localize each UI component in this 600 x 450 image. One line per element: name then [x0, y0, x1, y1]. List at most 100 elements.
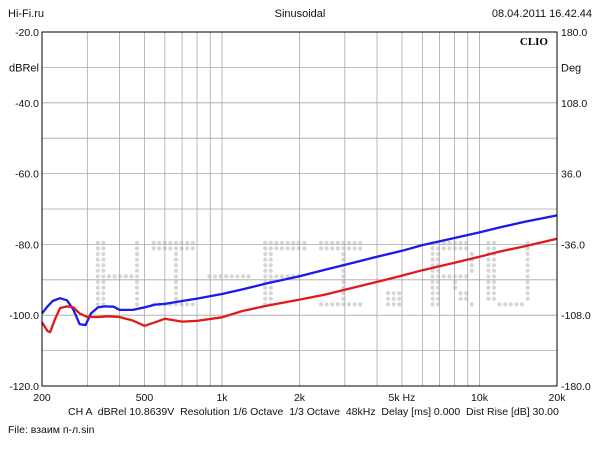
watermark-dot [430, 291, 435, 296]
watermark-dot [491, 279, 497, 285]
watermark-dot [268, 246, 273, 251]
watermark-dot [330, 302, 335, 307]
watermark-dot [508, 302, 513, 307]
watermark-dot [173, 257, 179, 262]
watermark-dot [447, 274, 452, 279]
watermark-dot [101, 263, 106, 268]
y2-tick-label: 108.0 [561, 98, 587, 110]
watermark-dot [95, 296, 100, 301]
watermark-dot [486, 263, 491, 268]
watermark-dot [430, 268, 435, 273]
watermark-dot [491, 268, 497, 273]
watermark-dot [346, 246, 352, 251]
watermark-dot [173, 268, 179, 273]
watermark-dot [452, 246, 458, 251]
watermark-dot [268, 291, 273, 296]
watermark-dot [168, 246, 173, 251]
watermark-dot [173, 296, 179, 301]
watermark-dot [285, 240, 290, 245]
watermark-dot [129, 274, 134, 279]
watermark-dot [430, 274, 435, 279]
watermark-dot [464, 246, 469, 251]
watermark-dot [95, 240, 100, 245]
watermark-dot [525, 263, 530, 268]
watermark-dot [279, 240, 285, 245]
watermark-dot [486, 291, 491, 296]
x-tick-label: 1k [216, 392, 228, 404]
series-line-1 [41, 214, 558, 327]
watermark-dot [112, 274, 117, 279]
watermark-dot [173, 240, 179, 245]
watermark-dot [525, 268, 530, 273]
watermark-dot [514, 302, 519, 307]
watermark-dot [229, 274, 234, 279]
watermark-dot [101, 285, 106, 290]
y2-tick-label: 180.0 [561, 27, 587, 39]
watermark-dot [134, 268, 140, 273]
watermark-dot [525, 251, 530, 257]
watermark-dot [134, 279, 140, 285]
watermark-dot [274, 274, 279, 279]
watermark-dot [268, 274, 273, 279]
watermark-dot [134, 240, 140, 245]
watermark-dot [268, 268, 273, 273]
watermark-dot [134, 274, 140, 279]
watermark-dot [469, 251, 474, 257]
x-tick-label: 5k Hz [389, 392, 416, 404]
watermark-dot [452, 274, 458, 279]
watermark-dot [491, 285, 497, 290]
watermark-dot [452, 285, 458, 290]
watermark-dot [268, 257, 273, 262]
watermark-dot [486, 246, 491, 251]
watermark-dot [268, 263, 273, 268]
watermark-dot [151, 240, 156, 245]
watermark-dot [491, 246, 497, 251]
watermark-dot [430, 285, 435, 290]
watermark-dot [464, 291, 469, 296]
y-tick-label: -60.0 [15, 169, 39, 181]
watermark-dot [185, 240, 190, 245]
watermark-dot [268, 251, 273, 257]
watermark-dot [391, 291, 396, 296]
watermark-dot [447, 240, 452, 245]
watermark-dot [173, 285, 179, 290]
watermark-dot [246, 274, 251, 279]
watermark-dot [491, 257, 497, 262]
watermark-dot [491, 291, 497, 296]
watermark-dot [207, 274, 212, 279]
watermark-dot [179, 246, 184, 251]
file-name: File: взаим п-л.sin [8, 424, 95, 436]
watermark-dot [190, 302, 195, 307]
watermark-dot [263, 257, 268, 262]
watermark-dot [324, 240, 329, 245]
watermark-dot [134, 246, 140, 251]
watermark-dot [318, 240, 324, 245]
mode-label: Sinusoidal [274, 8, 326, 20]
watermark-dot [525, 240, 530, 245]
watermark-dot [525, 274, 530, 279]
watermark-dot [430, 246, 435, 251]
watermark-dot [101, 279, 106, 285]
watermark-dot [173, 279, 179, 285]
watermark-dot [458, 246, 463, 251]
watermark-dot [95, 279, 100, 285]
watermark-dot [263, 296, 268, 301]
watermark-dot [101, 274, 106, 279]
watermark-dot [491, 274, 497, 279]
watermark-dot [330, 246, 335, 251]
watermark-dot [185, 246, 190, 251]
watermark-dot [173, 291, 179, 296]
y-tick-label: -40.0 [15, 98, 39, 110]
watermark-dot [452, 240, 458, 245]
watermark-dot [263, 285, 268, 290]
watermark-dot [291, 240, 296, 245]
watermark-dot [452, 279, 458, 285]
x-tick-label: 200 [33, 392, 51, 404]
brand-logo: CLIO [520, 36, 549, 48]
watermark-dot [95, 263, 100, 268]
watermark-dot [464, 274, 469, 279]
series-group [41, 214, 558, 334]
watermark-dot [335, 240, 340, 245]
watermark-dot [274, 246, 279, 251]
watermark-dot [263, 263, 268, 268]
